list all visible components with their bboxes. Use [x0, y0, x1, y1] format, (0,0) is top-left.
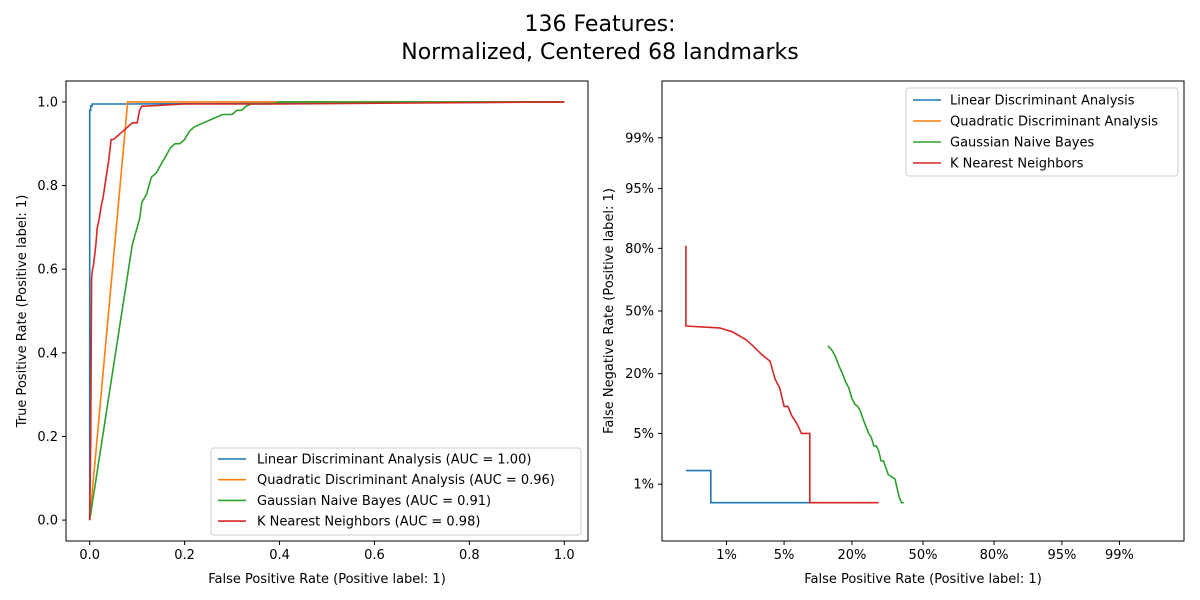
det-x-axis-label: False Positive Rate (Positive label: 1): [804, 572, 1042, 587]
figure-title-line1: 136 Features:: [525, 12, 676, 37]
det-legend-label: Linear Discriminant Analysis: [950, 94, 1135, 109]
det-legend-label: Quadratic Discriminant Analysis: [950, 115, 1158, 130]
roc-y-tick-label: 1.0: [37, 95, 58, 110]
det-x-ticks: 1% 5% 20% 50% 80% 95% 99%: [716, 541, 1134, 563]
det-x-tick-label: 80%: [980, 548, 1009, 563]
roc-legend-label: Quadratic Discriminant Analysis (AUC = 0…: [257, 473, 555, 488]
det-y-tick-label: 80%: [625, 242, 654, 257]
det-legend-label: Gaussian Naive Bayes: [950, 136, 1094, 151]
roc-y-tick-label: 0.4: [37, 346, 58, 361]
roc-chart: 0.0 0.2 0.4 0.6 0.8 1.0 0.0 0.2 0.4 0.6 0.8 1.0 Fa…: [15, 80, 589, 587]
roc-legend-box: [210, 447, 582, 536]
roc-y-tick-label: 0.6: [37, 263, 58, 278]
det-x-tick-label: 50%: [909, 548, 938, 563]
roc-legend-label: Gaussian Naive Bayes (AUC = 0.91): [257, 494, 491, 509]
roc-x-tick-label: 0.2: [174, 548, 195, 563]
det-y-tick-label: 50%: [625, 305, 654, 320]
det-y-tick-label: 95%: [625, 182, 654, 197]
det-legend: Linear Discriminant Analysis Quadratic Di…: [905, 87, 1179, 177]
det-series-gaussian-naive-bayes: [827, 345, 904, 504]
roc-legend: Linear Discriminant Analysis (AUC = 1.00…: [210, 447, 582, 536]
det-y-tick-label: 20%: [625, 367, 654, 382]
roc-axes-frame: [65, 80, 589, 542]
det-chart: 1% 5% 20% 50% 80% 95% 99% 1%5%20%50%80%95%99% …: [602, 80, 1185, 587]
det-series-k-nearest-neighbors: [685, 245, 879, 504]
roc-series-gaussian-naive-bayes: [88, 101, 565, 521]
roc-y-tick-label: 0.8: [37, 179, 58, 194]
det-y-tick-label: 99%: [625, 131, 654, 146]
det-y-tick-label: 5%: [633, 427, 654, 442]
roc-x-ticks: 0.0 0.2 0.4 0.6 0.8 1.0: [79, 541, 575, 563]
det-series-linear-discriminant-analysis: [685, 469, 815, 504]
roc-x-axis-label: False Positive Rate (Positive label: 1): [208, 572, 446, 587]
roc-x-tick-label: 0.0: [79, 548, 100, 563]
roc-y-ticks: 0.0 0.2 0.4 0.6 0.8 1.0: [37, 95, 66, 529]
roc-y-axis-label: True Positive Rate (Positive label: 1): [15, 195, 30, 429]
roc-series-linear-discriminant-analysis: [88, 101, 565, 521]
roc-y-tick-label: 0.2: [37, 430, 58, 445]
det-x-tick-label: 1%: [716, 548, 737, 563]
det-y-axis-label: False Negative Rate (Positive label: 1): [602, 188, 617, 434]
det-y-tick-label: 1%: [633, 478, 654, 493]
roc-x-tick-label: 0.8: [459, 548, 480, 563]
roc-x-tick-label: 1.0: [554, 548, 575, 563]
roc-x-tick-label: 0.4: [269, 548, 290, 563]
det-legend-box: [905, 87, 1179, 177]
roc-lines: [88, 101, 565, 521]
roc-y-tick-label: 0.0: [37, 514, 58, 529]
det-lines: [685, 245, 904, 504]
roc-series-k-nearest-neighbors: [88, 101, 565, 521]
det-x-tick-label: 5%: [774, 548, 795, 563]
det-x-tick-label: 20%: [837, 548, 866, 563]
roc-legend-label: Linear Discriminant Analysis (AUC = 1.00…: [257, 453, 531, 468]
figure-title-line2: Normalized, Centered 68 landmarks: [401, 40, 798, 65]
det-y-ticks: 1% 5% 20% 50% 80% 95% 99%: [625, 131, 662, 493]
roc-legend-label: K Nearest Neighbors (AUC = 0.98): [257, 515, 480, 530]
det-legend-label: K Nearest Neighbors: [950, 157, 1084, 172]
det-x-tick-label: 99%: [1105, 548, 1134, 563]
roc-x-tick-label: 0.6: [364, 548, 385, 563]
det-x-tick-label: 95%: [1047, 548, 1076, 563]
